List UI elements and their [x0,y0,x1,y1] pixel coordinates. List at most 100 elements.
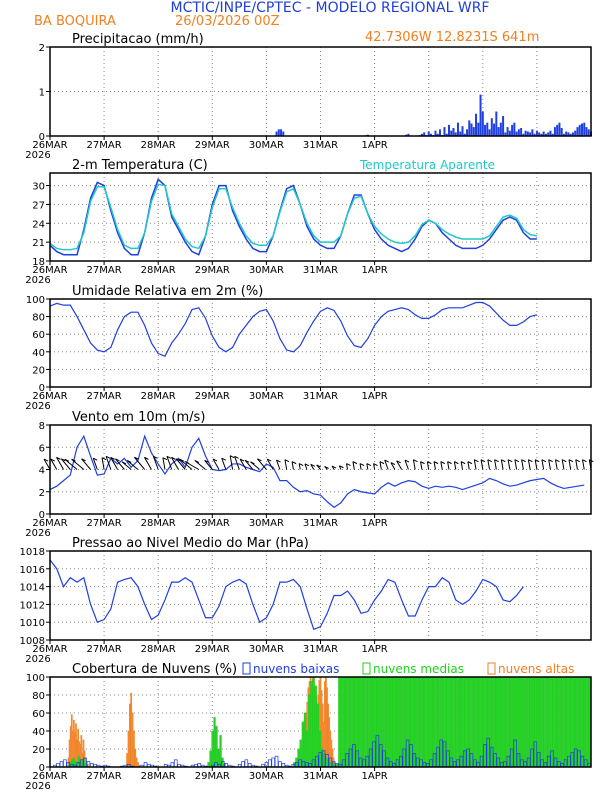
legend-label: nuvens baixas [253,662,339,676]
precip-bar [553,127,556,136]
cloud-bar-nuvens-medias [392,676,395,768]
precip-bar [531,129,534,136]
wind-barb [541,459,545,470]
wind-barb-flag [447,461,452,465]
precip-bar [427,131,430,136]
precip-bar [562,133,565,136]
x-tick-label: 29MAR [195,771,230,782]
panel-title: Umidade Relativa em 2m (%) [72,284,263,299]
wind-barb [284,459,288,470]
cloud-bar-nuvens-medias [563,676,567,768]
precip-bar [526,131,529,136]
wind-barb-flag [384,459,389,463]
cloud-bar-nuvens-baixas [63,759,67,768]
panel-wind: 0 2 4 6 8 26MAR 27MAR 28MAR 29MAR 30MAR 31MAR 1APR 2… [25,410,594,539]
cloud-bar-nuvens-medias [390,676,393,768]
precip-bar [477,122,480,136]
wind-barb-flag [212,458,218,462]
wind-barb-flag [244,459,250,463]
y-tick-label: 0 [39,383,45,394]
cloud-bar-nuvens-medias [525,676,528,768]
precip-bar [511,124,514,136]
cloud-bar-nuvens-medias [588,676,591,768]
x-tick-label: 1APR [362,518,388,529]
wind-barb [359,463,362,470]
wind-barb [152,456,159,470]
wind-barb-flag [144,456,149,460]
wind-barb-flag [166,455,172,459]
wind-barb [460,461,464,470]
y-tick-label: 1012 [20,600,45,611]
y-tick-label: 8 [39,421,45,432]
wind-barb [426,461,430,470]
wind-barb [554,459,558,470]
x-tick-label: 31MAR [303,518,338,529]
wind-barb-flag [352,461,358,465]
panel-frame [49,424,592,515]
precip-bar [520,127,523,136]
wind-barb-flag [534,459,540,463]
y-tick-label: 1014 [20,583,45,594]
x-year-label: 2026 [25,275,50,286]
wind-barb [467,461,470,470]
wind-barb [115,458,125,470]
wind-barb-flag [101,457,107,461]
y-tick-label: 1016 [20,565,45,576]
panel-title: Precipitacao (mm/h) [72,32,204,47]
wind-barb [101,457,105,470]
series-line-0 [49,177,537,256]
wind-barb-flag [310,463,315,467]
wind-barb-flag [528,459,533,463]
precip-bar [547,132,550,136]
cloud-bar-nuvens-medias [213,717,216,768]
cloud-bar-nuvens-medias [504,676,508,768]
x-tick-label: 27MAR [87,518,122,529]
panel-frame [49,550,592,641]
wind-barb [239,458,247,470]
y-tick-label: 18 [32,257,45,268]
wind-barb-flag [359,463,365,467]
x-tick-label: 30MAR [249,771,284,782]
precip-bar [443,127,446,136]
wind-barb-flag [64,458,70,462]
panel-frame [49,676,592,768]
cloud-bar-nuvens-medias [356,676,359,768]
wind-barb-flag [474,459,479,463]
panel-cloud: 0 20 40 60 80 100 26MAR 27MAR 28MAR 29MAR 30MAR 31M… [25,662,592,792]
cloud-bar-nuvens-medias [547,676,551,768]
panel-title: Pressao ao Nivel Medio do Mar (hPa) [72,536,309,551]
x-tick-label: 28MAR [141,771,176,782]
x-tick-label: 26MAR [32,644,67,655]
wind-barb-flag [521,459,526,463]
wind-barb-flag [396,460,401,464]
wind-barb-flag [454,461,459,465]
cloud-bar-nuvens-medias [394,676,397,768]
precip-bar [275,131,278,136]
wind-barb [548,459,551,470]
wind-barb-flag [480,459,486,463]
x-tick-label: 31MAR [303,771,338,782]
wind-barb [500,459,504,470]
wind-barb [179,458,193,470]
x-tick-label: 26MAR [32,518,67,529]
wind-barb-flag [404,459,410,463]
wind-barb [229,455,234,470]
precip-bar [569,133,572,136]
y-tick-label: 6 [39,443,45,454]
wind-barb-flag [105,455,111,459]
precip-bar [524,130,527,136]
precip-bar [504,132,507,136]
x-tick-label: 28MAR [141,391,176,402]
wind-barb [171,457,179,470]
wind-barb-flag [427,461,432,465]
series-line [49,434,585,509]
precip-bar [479,94,482,136]
y-tick-label: 2 [39,488,45,499]
wind-barb-flag [373,463,378,467]
precip-bar [587,129,590,136]
wind-barb-flag [153,455,158,459]
precip-bar [556,124,559,136]
precip-bar [466,129,469,136]
cloud-bar-nuvens-medias [349,676,352,768]
x-tick-label: 1APR [362,391,388,402]
